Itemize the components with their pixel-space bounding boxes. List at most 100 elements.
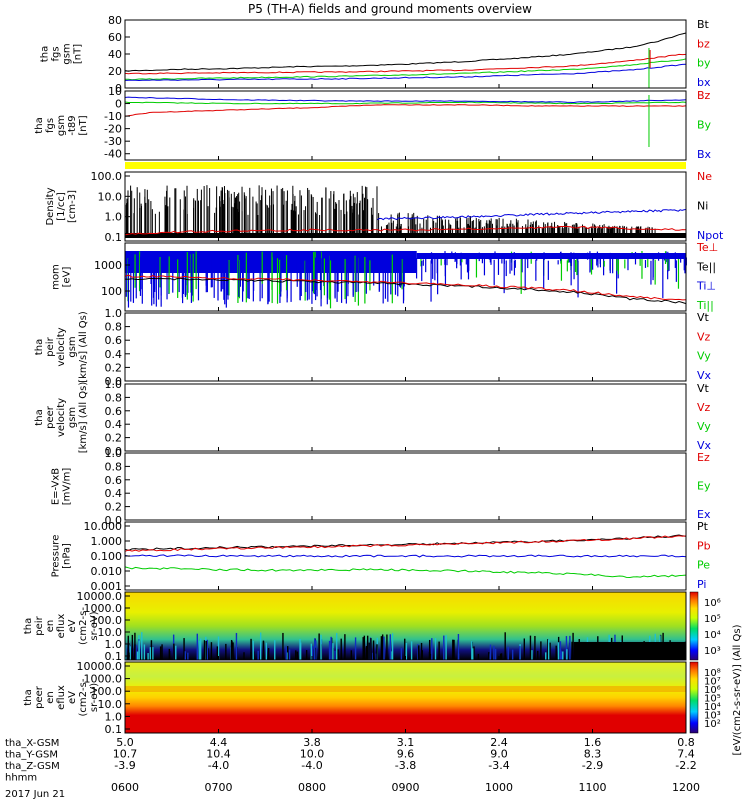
ion-temp-spike	[337, 252, 339, 292]
ion-temp-spike	[239, 256, 242, 287]
ion-temp-spike	[547, 260, 549, 280]
density-spike	[529, 224, 531, 237]
density-spike	[425, 219, 427, 237]
ephemeris-value: 9.6	[397, 748, 415, 761]
spectrogram-streak	[559, 648, 561, 660]
density-spike	[398, 212, 400, 237]
ion-temp-spike	[446, 257, 448, 266]
ion-temp-spike	[384, 257, 387, 299]
y-tick-label: 0.8	[105, 460, 123, 473]
density-spike	[166, 185, 168, 237]
ion-temp-spike	[459, 259, 461, 266]
ephemeris-value: -3.4	[488, 759, 509, 772]
ion-temp-spike	[211, 255, 213, 288]
ion-temp-spike	[344, 258, 346, 300]
y-axis-label-line: mom	[51, 264, 62, 290]
spectrogram-streak	[438, 641, 440, 660]
y-tick-label: 1.0	[105, 211, 123, 224]
density-spike	[638, 228, 640, 237]
ion-temp-spike	[662, 257, 664, 299]
ephemeris-value: 7.4	[677, 748, 695, 761]
series-by	[125, 58, 687, 81]
ion-temp-spike	[505, 260, 507, 277]
density-spike	[193, 200, 195, 237]
spectrogram-streak	[150, 640, 153, 660]
density-spike	[371, 214, 373, 237]
legend-Vt: Vt	[697, 311, 710, 324]
y-tick-label: 0.010	[91, 565, 123, 578]
ion-temp-spike	[422, 259, 424, 266]
spectrogram-streak	[320, 634, 322, 660]
density-spike	[525, 224, 527, 237]
vpeir-ylabel: tha peir velocity gsm [km/s] (All Qs)	[34, 311, 89, 383]
density-spike	[293, 210, 295, 237]
density-spike	[566, 226, 568, 237]
density-spike	[387, 224, 389, 237]
spectrogram-streak	[405, 642, 408, 660]
y-axis-label-line: tha	[40, 46, 51, 62]
ion-temp-spike	[573, 257, 575, 280]
density-spike	[513, 225, 515, 237]
spectrogram-streak	[131, 634, 134, 660]
density-spike	[550, 225, 552, 237]
spectrogram-streak	[363, 635, 366, 660]
panel-bmag: 80 60 40 20 0 tha fgs gsm [nT] Bt bz by bx	[40, 14, 711, 95]
ion-temp-spike	[127, 258, 130, 308]
y-tick-label: 0.0	[105, 375, 123, 388]
spectrogram-streak	[453, 639, 455, 660]
spectrogram-streak	[210, 642, 213, 660]
ion-temp-spike	[313, 251, 315, 294]
spectrogram-streak	[141, 632, 143, 660]
ion-temp-spike	[355, 256, 357, 293]
spectrogram-streak	[340, 638, 342, 660]
spectrogram-streak	[434, 638, 437, 660]
ion-temp-spike	[421, 260, 423, 282]
spectrogram-dropout	[573, 642, 686, 660]
spectrogram-streak	[198, 640, 200, 660]
spectrogram-streak	[230, 639, 233, 660]
density-spike	[378, 213, 380, 237]
ion-temp-spike	[683, 253, 685, 271]
ion-temp-spike	[543, 255, 545, 289]
density-spike	[227, 189, 229, 237]
y-axis-label-line: tha	[34, 117, 45, 133]
density-spike	[617, 227, 619, 237]
ion-temp-spike	[570, 253, 572, 286]
ion-temp-band-right	[416, 253, 686, 259]
ion-temp-spike	[674, 252, 676, 268]
spectrogram-streak	[545, 652, 547, 660]
density-spike	[568, 227, 570, 237]
spectrogram-streak	[350, 650, 353, 660]
density-spike	[358, 214, 360, 237]
series-Te||	[124, 277, 687, 305]
spectrogram-streak	[569, 635, 571, 660]
spectrogram-streak	[216, 646, 219, 660]
density-spike	[291, 203, 293, 237]
y-axis-label-line: (cm2-s-	[78, 607, 89, 645]
spectrogram-streak	[410, 641, 413, 660]
density-spike	[458, 227, 460, 237]
ion-temp-spike	[568, 257, 570, 263]
spectrogram-streak	[159, 646, 162, 660]
density-spike	[356, 203, 358, 237]
ion-temp-spike	[511, 255, 513, 271]
density-spike	[485, 222, 487, 237]
density-spike	[440, 217, 442, 237]
y-axis-label-line: gsm	[67, 407, 78, 428]
spectrogram-streak	[252, 640, 254, 660]
colorbar-label: [eV/(cm2-s-sr-eV)] (All Qs)	[732, 624, 743, 755]
density-spike	[562, 228, 564, 237]
colorbar-tick-label: 10³	[704, 646, 721, 657]
density-spike	[480, 219, 482, 237]
spectrogram-streak	[344, 634, 346, 660]
ion-temp-spike	[159, 257, 161, 288]
density-spike	[640, 226, 642, 237]
density-spike	[565, 223, 567, 237]
ion-temp-spike	[140, 253, 142, 290]
density-spike	[551, 226, 553, 237]
y-tick-label: 0.6	[105, 405, 123, 418]
ion-temp-spike	[617, 259, 619, 275]
density-spike	[239, 201, 241, 237]
density-spike	[366, 187, 368, 237]
